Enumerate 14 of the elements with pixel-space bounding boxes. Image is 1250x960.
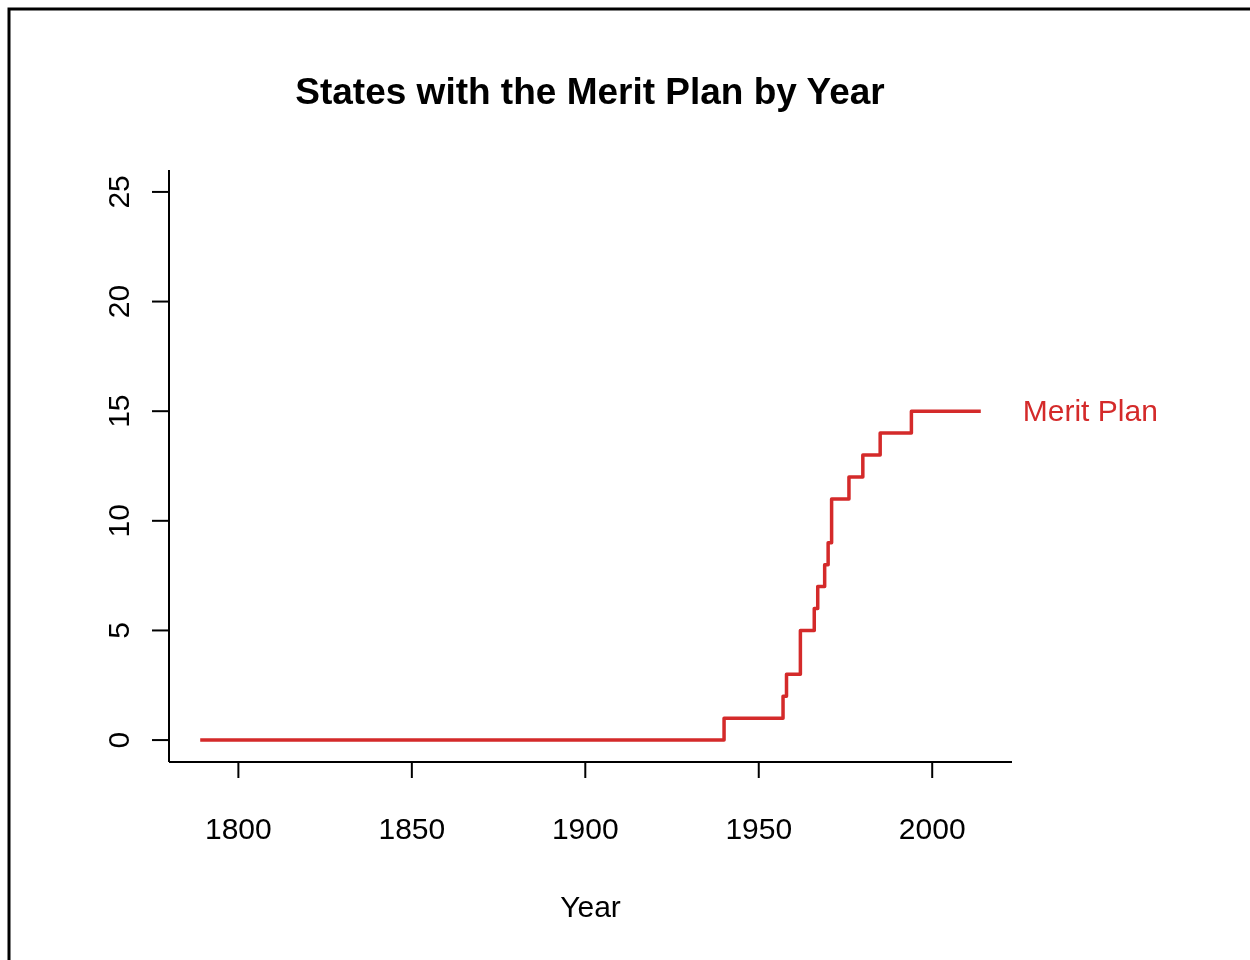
x-tick-label: 1800 (205, 812, 272, 845)
y-tick-label: 20 (102, 284, 135, 319)
y-tick-label: 0 (102, 731, 135, 749)
y-tick-label: 15 (102, 394, 135, 428)
x-tick-label: 1900 (551, 812, 619, 845)
x-tick-label: 2000 (898, 812, 966, 845)
y-tick-label: 10 (102, 504, 135, 538)
series-label: Merit Plan (1022, 394, 1158, 428)
x-tick-label: 1850 (378, 812, 446, 845)
chart-title: States with the Merit Plan by Year (295, 71, 885, 112)
y-tick-label: 5 (102, 622, 135, 639)
x-tick-label: 1950 (725, 812, 793, 845)
x-axis-title: Year (560, 890, 621, 923)
y-tick-label: 25 (102, 175, 135, 209)
